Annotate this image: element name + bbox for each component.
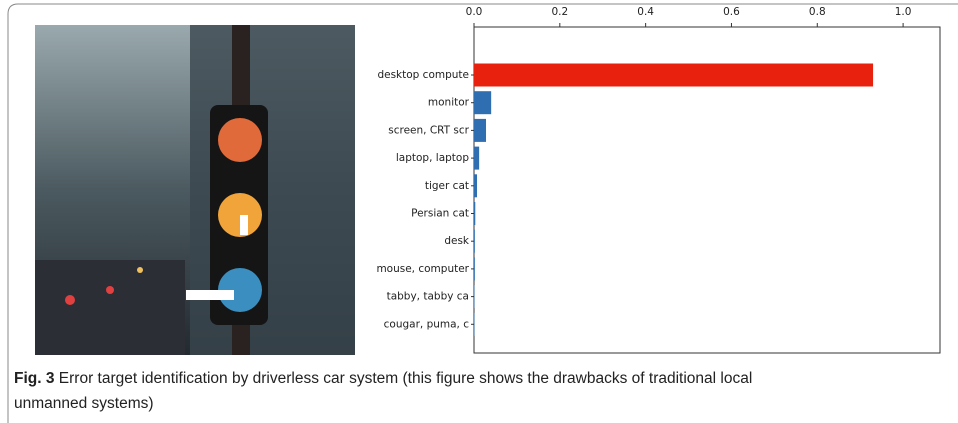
y-tick-label: desktop compute bbox=[377, 69, 469, 81]
bar bbox=[474, 91, 492, 115]
bar bbox=[474, 118, 487, 142]
bar bbox=[474, 146, 480, 170]
bar bbox=[474, 174, 478, 198]
bar bbox=[474, 257, 475, 281]
y-tick-label: tabby, tabby ca bbox=[387, 291, 469, 303]
caption-label: Fig. 3 bbox=[14, 370, 55, 387]
y-tick-label: cougar, puma, c bbox=[384, 318, 470, 330]
bar bbox=[474, 229, 475, 253]
x-tick-label: 1.0 bbox=[895, 6, 912, 18]
y-tick-label: screen, CRT scr bbox=[388, 124, 469, 136]
caption-text: Error target identification by driverles… bbox=[14, 370, 753, 412]
y-tick-label: mouse, computer bbox=[376, 263, 469, 275]
bar bbox=[474, 63, 874, 87]
x-tick-label: 0.8 bbox=[809, 6, 826, 18]
frame bbox=[7, 3, 958, 423]
y-tick-label: laptop, laptop bbox=[396, 152, 469, 164]
x-tick-label: 0.2 bbox=[551, 6, 568, 18]
caption: Fig. 3 Error target identification by dr… bbox=[14, 366, 754, 416]
x-tick-label: 0.6 bbox=[723, 6, 740, 18]
photo bbox=[35, 25, 355, 355]
x-tick-label: 0.4 bbox=[637, 6, 654, 18]
y-tick-label: tiger cat bbox=[425, 180, 469, 192]
y-tick-label: desk bbox=[444, 235, 470, 247]
y-tick-label: monitor bbox=[428, 97, 470, 109]
bar bbox=[474, 202, 476, 225]
y-tick-label: Persian cat bbox=[411, 208, 469, 220]
x-tick-label: 0.0 bbox=[466, 6, 483, 18]
